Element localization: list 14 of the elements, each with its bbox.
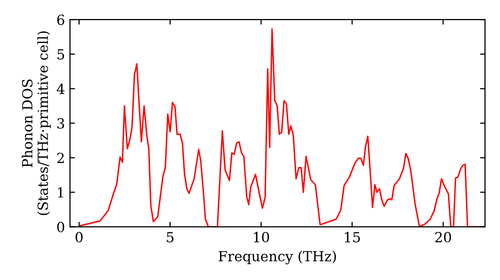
y-tick-label: 2 [57,152,64,164]
y-tick-label: 1 [58,187,64,198]
x-axis-title: Frequency (THz) [218,250,336,264]
x-tick-label: 5 [166,232,174,242]
x-tick-label: 0 [76,232,83,242]
x-tick-label: 10 [254,232,270,242]
y-tick-label: 0 [57,222,64,232]
x-tick-label: 20 [435,232,452,242]
y-tick-label: 5 [57,49,64,60]
y-tick-label: 3 [57,118,64,129]
y-tick-label: 4 [56,84,64,94]
x-tick-label: 15 [344,232,360,242]
y-axis-title: Phonon DOS (States/THz·primitive cell) [22,31,51,216]
y-tick-label: 6 [57,14,64,26]
